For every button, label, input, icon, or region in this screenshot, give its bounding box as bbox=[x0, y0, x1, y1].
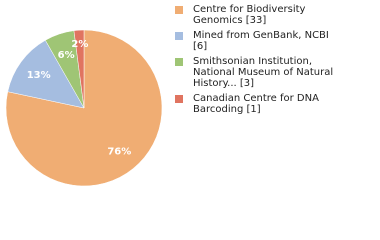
slice-label: 13% bbox=[27, 70, 51, 81]
slice-label: 2% bbox=[71, 39, 88, 50]
slice-label: 6% bbox=[58, 50, 75, 61]
legend-item: Centre for Biodiversity Genomics [33] bbox=[175, 4, 343, 26]
legend-swatch bbox=[175, 6, 183, 14]
legend-item: Mined from GenBank, NCBI [6] bbox=[175, 30, 343, 52]
pie: 76% 13% 6%2% bbox=[5, 29, 163, 187]
legend-swatch bbox=[175, 95, 183, 103]
legend-swatch bbox=[175, 58, 183, 66]
legend-item: Canadian Centre for DNA Barcoding [1] bbox=[175, 93, 343, 115]
legend-label: Smithsonian Institution, National Museum… bbox=[193, 56, 334, 89]
pie-slice bbox=[7, 39, 85, 109]
legend-item: Smithsonian Institution, National Museum… bbox=[175, 56, 343, 89]
legend: Centre for Biodiversity Genomics [33] Min… bbox=[175, 4, 375, 119]
legend-label: Mined from GenBank, NCBI [6] bbox=[193, 30, 329, 52]
legend-label: Centre for Biodiversity Genomics [33] bbox=[193, 4, 306, 26]
legend-label: Canadian Centre for DNA Barcoding [1] bbox=[193, 93, 319, 115]
legend-swatch bbox=[175, 32, 183, 40]
slice-label: 76% bbox=[107, 147, 131, 158]
pie-slice bbox=[73, 29, 85, 109]
